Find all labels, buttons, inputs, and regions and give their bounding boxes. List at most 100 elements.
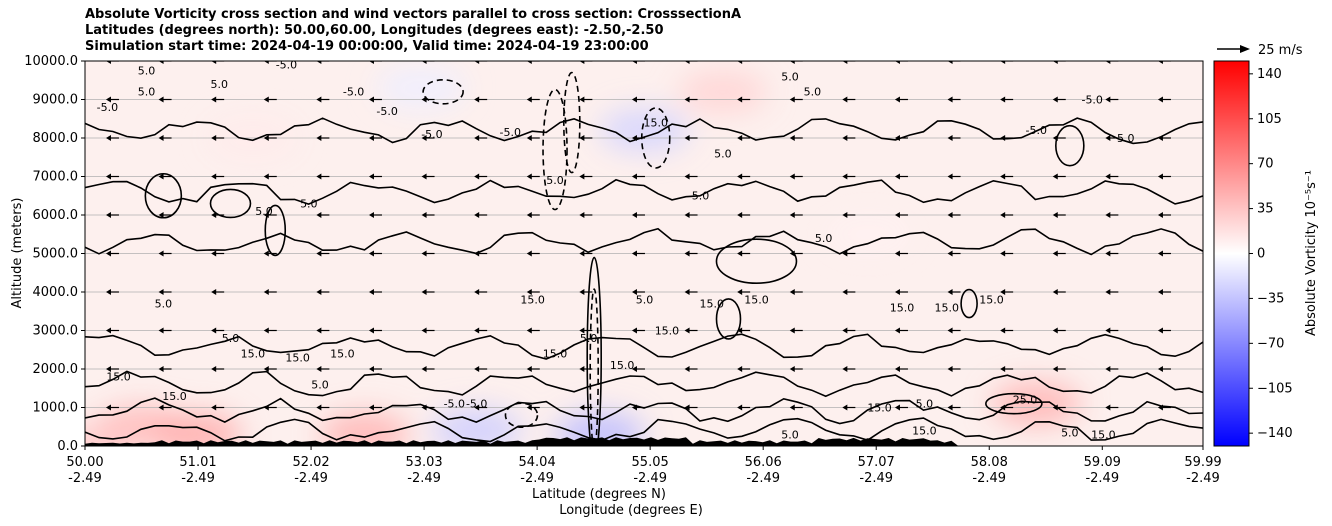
contour-label: -5.0 [276,59,297,72]
wind-arrowhead [947,327,953,334]
wind-arrowhead [631,366,637,372]
x-tick-label-latitude: 53.03 [405,455,442,470]
contour-line [85,333,1203,360]
wind-arrowhead [158,135,164,141]
wind-arrowhead [105,366,111,372]
wind-arrowhead [526,366,532,372]
wind-arrowhead [894,135,900,141]
colorbar-tick-label: 35 [1257,202,1274,217]
y-tick-label: 10000.0 [24,54,78,69]
wind-arrowhead [368,212,374,218]
wind-arrowhead [421,96,427,103]
wind-arrowhead [842,289,848,295]
vorticity-contours [85,71,1203,446]
wind-arrowhead [368,289,374,295]
wind-arrowhead [526,135,532,141]
colorbar-tick-label: −140 [1257,426,1293,441]
wind-arrowhead [368,366,374,372]
y-tick-label: 1000.0 [33,401,79,416]
vorticity-cell [599,108,690,153]
x-tick-label-longitude: -2.49 [972,471,1006,486]
contour-label: 15.0 [699,297,724,310]
wind-arrowhead [105,212,111,218]
contour-label: 15.0 [744,294,769,307]
wind-arrowhead [368,327,374,334]
wind-arrowhead [789,366,795,372]
wind-arrowhead [1000,61,1006,64]
wind-arrowhead [263,327,269,334]
contour-label: 5.0 [211,78,229,91]
negative-contour-loop [422,79,464,105]
contour-label: 15.0 [644,116,669,129]
wind-arrowhead [1105,96,1111,103]
wind-arrowhead [842,250,848,257]
wind-arrowhead [1052,366,1058,372]
wind-arrowhead [737,173,743,180]
contour-label: 15.0 [655,324,680,337]
contour-label: 15.0 [543,347,568,360]
wind-arrowhead [1052,289,1058,295]
wind-arrowhead [1052,173,1058,180]
wind-arrowhead [842,366,848,372]
wind-arrowhead [1105,173,1111,180]
wind-arrowhead [789,61,795,64]
wind-arrowhead [526,404,532,411]
wind-arrowhead [474,96,480,103]
wind-arrowhead [789,289,795,295]
colorbar-tick-label: 0 [1257,247,1265,262]
wind-arrowhead [158,289,164,295]
wind-arrowhead [211,173,217,180]
wind-arrowhead [316,135,322,141]
wind-arrowhead [263,404,269,411]
wind-arrowhead [158,404,164,411]
wind-arrowhead [631,135,637,141]
wind-arrowhead [789,135,795,141]
wind-arrowhead [737,61,743,64]
negative-contour-loop [542,88,568,211]
wind-arrowhead [368,61,374,64]
wind-arrowhead [1105,212,1111,218]
wind-arrowhead [526,212,532,218]
y-tick-label: 5000.0 [33,247,79,262]
wind-arrowhead [263,96,269,103]
wind-arrowhead [579,250,585,257]
wind-arrowhead [894,327,900,334]
contour-loop [715,298,742,340]
wind-arrowhead [421,173,427,180]
wind-arrowhead [737,250,743,257]
wind-arrowhead [105,61,111,64]
contour-label: 5.0 [636,294,654,307]
contour-label: 15.0 [330,347,355,360]
terrain-mask [85,437,1203,446]
wind-arrowhead [1000,135,1006,141]
contour-label: 5.0 [311,378,329,391]
wind-arrowhead [526,61,532,64]
wind-arrowhead [737,212,743,218]
contour-label: 5.0 [804,86,822,99]
wind-arrowhead [158,327,164,334]
wind-arrowhead [316,289,322,295]
x-tick-label-longitude: -2.49 [633,471,667,486]
wind-arrowhead [211,212,217,218]
x-tick-label-latitude: 54.04 [519,455,556,470]
contour-line [85,178,1203,205]
quiver-key: 25 m/s [1217,43,1303,58]
wind-arrowhead [1105,366,1111,372]
wind-arrowhead [631,250,637,257]
wind-arrowhead [1105,250,1111,257]
colorbar-tick-label: 140 [1257,67,1282,82]
wind-arrowhead [421,61,427,64]
wind-arrowhead [158,61,164,64]
wind-arrowhead [842,212,848,218]
wind-arrowhead [421,289,427,295]
contour-label: 15.0 [520,294,545,307]
wind-arrowhead [789,212,795,218]
wind-arrowhead [1052,327,1058,334]
wind-arrowhead [474,61,480,64]
wind-arrowhead [421,135,427,141]
contour-loop [960,288,978,319]
wind-arrowhead [1157,366,1163,372]
contour-label: 5.0 [692,190,710,203]
contour-label: 5.0 [1117,132,1135,145]
wind-arrowhead [263,250,269,257]
